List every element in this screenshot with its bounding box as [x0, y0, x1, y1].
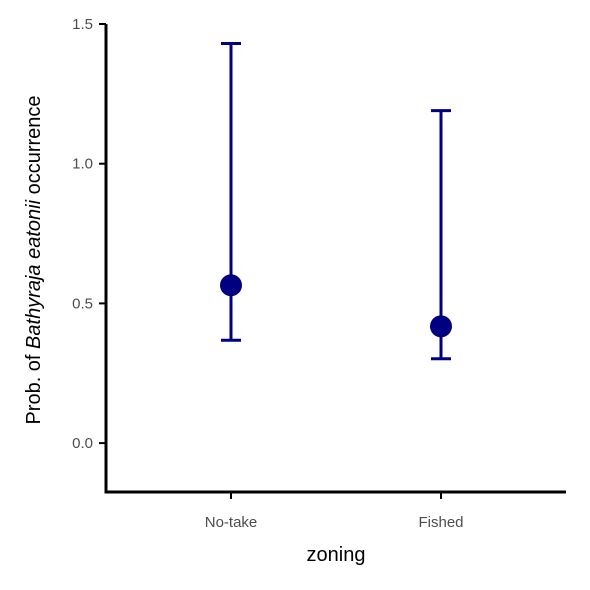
y-axis-title-prefix: Prob. of	[23, 349, 45, 425]
y-ticks: 0.0 0.5 1.0 1.5	[72, 16, 106, 452]
y-tick-label: 1.5	[72, 16, 93, 33]
x-axis-title: zoning	[307, 544, 366, 566]
axes	[104, 24, 566, 494]
data-point	[430, 315, 452, 338]
x-tick-label: Fished	[418, 514, 463, 531]
x-tick-label: No-take	[205, 514, 258, 531]
y-tick-label: 1.0	[72, 156, 93, 173]
y-axis-title-suffix: occurrence	[23, 95, 45, 200]
y-tick-label: 0.5	[72, 295, 93, 312]
x-ticks: No-take Fished	[205, 492, 464, 531]
y-axis-title-species: Bathyraja eatonii	[23, 199, 45, 349]
y-axis-title: Prob. of Bathyraja eatonii occurrence	[23, 95, 45, 424]
data-point	[220, 274, 242, 297]
y-tick-label: 0.0	[72, 435, 93, 452]
data-marks	[220, 42, 452, 361]
